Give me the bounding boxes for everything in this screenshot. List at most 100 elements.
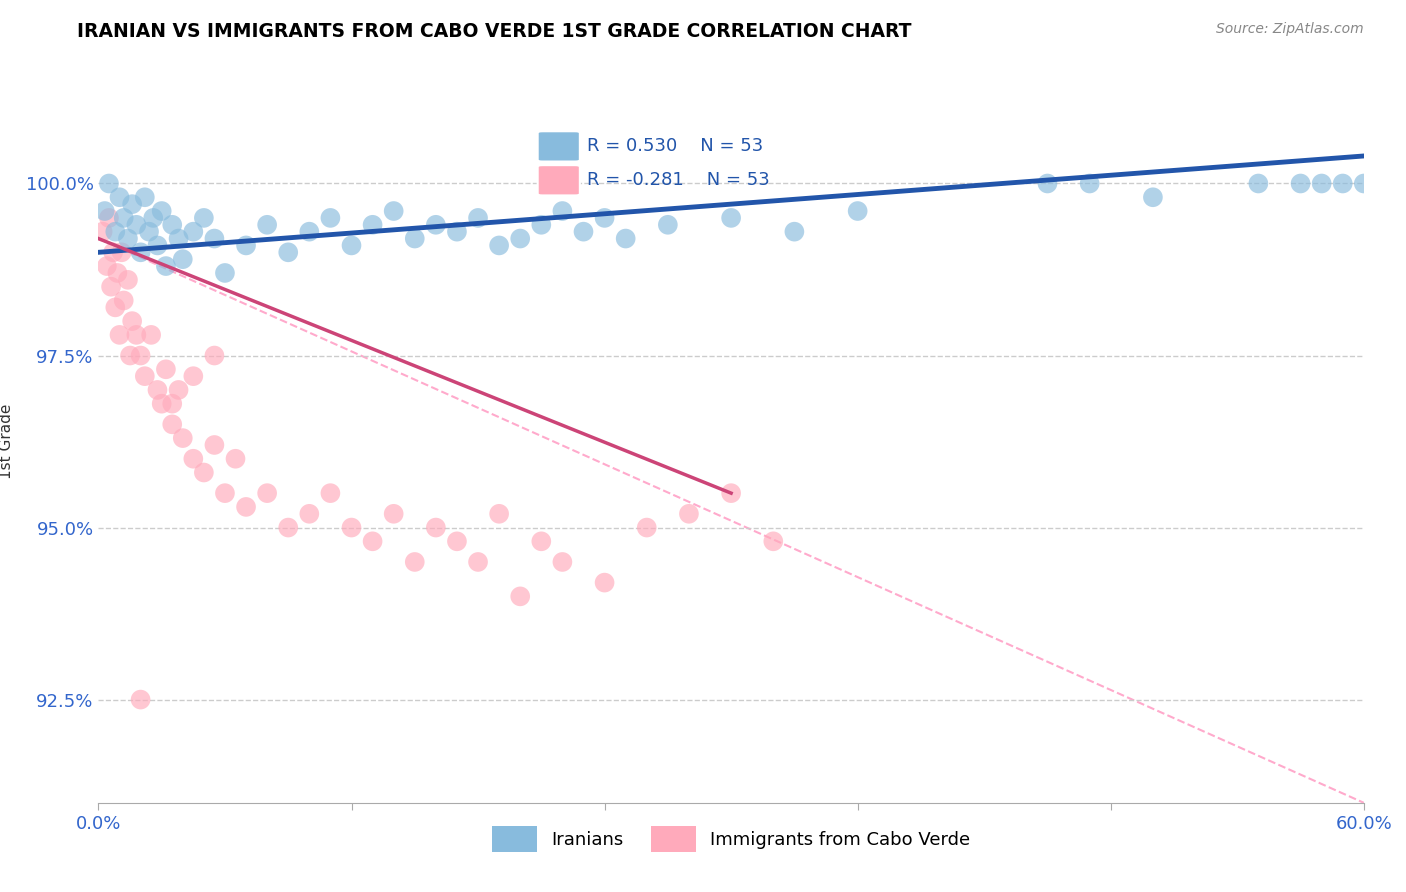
Y-axis label: 1st Grade: 1st Grade bbox=[0, 404, 14, 479]
Point bbox=[404, 231, 426, 245]
Point bbox=[256, 218, 278, 232]
Point bbox=[509, 231, 531, 245]
Point bbox=[1310, 177, 1333, 191]
Point bbox=[104, 301, 127, 315]
Point bbox=[172, 431, 194, 445]
Point bbox=[1289, 177, 1312, 191]
Point bbox=[146, 383, 169, 397]
Point bbox=[678, 507, 700, 521]
Point bbox=[155, 362, 177, 376]
Point bbox=[111, 245, 132, 260]
Point bbox=[162, 218, 183, 232]
Point bbox=[1247, 177, 1270, 191]
Point bbox=[108, 327, 131, 342]
Point bbox=[125, 218, 148, 232]
Point bbox=[167, 383, 190, 397]
Point bbox=[141, 327, 163, 342]
Point bbox=[361, 534, 384, 549]
Point bbox=[425, 218, 447, 232]
Point bbox=[488, 238, 510, 252]
Point bbox=[446, 225, 468, 239]
Legend: Iranians, Immigrants from Cabo Verde: Iranians, Immigrants from Cabo Verde bbox=[485, 819, 977, 859]
Point bbox=[172, 252, 194, 267]
Point bbox=[138, 225, 160, 239]
Point bbox=[762, 534, 785, 549]
Point bbox=[1142, 190, 1164, 204]
Point bbox=[146, 238, 169, 252]
Point bbox=[202, 349, 225, 363]
Point bbox=[98, 211, 121, 225]
Point bbox=[235, 500, 257, 514]
Point bbox=[129, 245, 152, 260]
Point bbox=[103, 245, 124, 260]
Point bbox=[193, 466, 215, 480]
Point bbox=[183, 369, 205, 384]
Point bbox=[467, 555, 489, 569]
Point bbox=[488, 507, 510, 521]
Point bbox=[98, 177, 121, 191]
FancyBboxPatch shape bbox=[537, 165, 579, 195]
Point bbox=[593, 575, 616, 590]
Point bbox=[183, 451, 205, 466]
Point bbox=[509, 590, 531, 604]
Text: Source: ZipAtlas.com: Source: ZipAtlas.com bbox=[1216, 22, 1364, 37]
Text: R = -0.281    N = 53: R = -0.281 N = 53 bbox=[586, 171, 769, 189]
Point bbox=[1331, 177, 1354, 191]
Point bbox=[129, 692, 152, 706]
Point bbox=[657, 218, 679, 232]
Point bbox=[636, 520, 658, 534]
Point bbox=[107, 266, 129, 280]
Point bbox=[720, 486, 742, 500]
Point bbox=[425, 520, 447, 534]
Point bbox=[382, 507, 405, 521]
Point bbox=[319, 486, 342, 500]
Point bbox=[467, 211, 489, 225]
Point bbox=[183, 225, 205, 239]
Point bbox=[120, 349, 141, 363]
Point bbox=[134, 190, 156, 204]
Text: IRANIAN VS IMMIGRANTS FROM CABO VERDE 1ST GRADE CORRELATION CHART: IRANIAN VS IMMIGRANTS FROM CABO VERDE 1S… bbox=[77, 22, 912, 41]
Point bbox=[93, 204, 117, 219]
Point bbox=[104, 225, 127, 239]
Point bbox=[1078, 177, 1101, 191]
Point bbox=[117, 231, 139, 245]
Point bbox=[96, 259, 118, 273]
FancyBboxPatch shape bbox=[537, 131, 579, 161]
Point bbox=[783, 225, 806, 239]
Point bbox=[112, 211, 135, 225]
Point bbox=[150, 204, 173, 219]
Point bbox=[530, 218, 553, 232]
Point bbox=[125, 327, 148, 342]
Point bbox=[530, 534, 553, 549]
Point bbox=[361, 218, 384, 232]
Point bbox=[202, 231, 225, 245]
Point bbox=[382, 204, 405, 219]
Point bbox=[340, 520, 363, 534]
Point bbox=[846, 204, 869, 219]
Point bbox=[551, 555, 574, 569]
Point bbox=[614, 231, 637, 245]
Point bbox=[298, 225, 321, 239]
Point bbox=[1353, 177, 1375, 191]
Point bbox=[593, 211, 616, 225]
Point bbox=[134, 369, 156, 384]
Point bbox=[298, 507, 321, 521]
Point bbox=[340, 238, 363, 252]
Point bbox=[100, 279, 122, 293]
Point bbox=[225, 451, 247, 466]
Point bbox=[214, 486, 236, 500]
Point bbox=[214, 266, 236, 280]
Point bbox=[193, 211, 215, 225]
Point bbox=[91, 225, 114, 239]
Point bbox=[162, 417, 183, 432]
Point bbox=[277, 520, 299, 534]
Point bbox=[256, 486, 278, 500]
Point bbox=[129, 349, 152, 363]
Point bbox=[121, 197, 143, 211]
Point bbox=[572, 225, 595, 239]
Point bbox=[162, 397, 183, 411]
Point bbox=[167, 231, 190, 245]
Point bbox=[150, 397, 173, 411]
Point bbox=[202, 438, 225, 452]
Point bbox=[121, 314, 143, 328]
